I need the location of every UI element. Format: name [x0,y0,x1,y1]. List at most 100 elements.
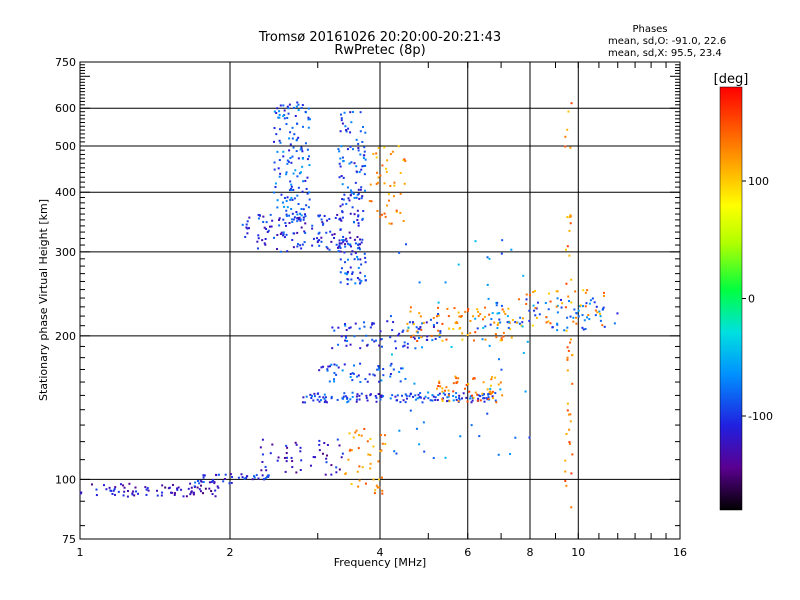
data-point [415,330,418,333]
data-point [595,305,598,308]
data-point [396,399,399,402]
data-point [352,372,355,375]
data-point [335,243,338,246]
data-point [156,494,159,497]
data-point [340,219,343,222]
data-point [346,272,349,275]
data-point [395,209,398,212]
data-point [273,161,276,164]
data-point [437,393,440,396]
data-point [326,368,329,371]
data-point [603,325,606,328]
data-point [377,365,380,368]
data-point [525,293,528,296]
data-point [456,380,459,383]
data-point [134,486,137,489]
data-point [377,460,380,463]
data-point [518,298,521,301]
data-point [402,159,405,162]
data-point [309,118,312,121]
data-point [338,244,341,247]
data-point [349,266,352,269]
data-point [491,391,494,394]
data-point [359,243,362,246]
data-point [346,397,349,400]
data-point [247,227,250,230]
colorbar-tick-label: -100 [748,410,773,423]
data-point [307,118,310,121]
data-point [320,236,323,239]
data-point [379,330,382,333]
data-point [358,479,361,482]
data-point [571,382,574,385]
data-point [479,313,482,316]
data-point [412,334,415,337]
data-point [359,362,362,365]
data-point [528,309,531,312]
data-point [567,349,570,352]
data-point [202,476,205,479]
data-point [133,494,136,497]
data-point [294,114,297,117]
data-point [299,218,302,221]
data-point [276,107,279,110]
data-point [391,150,394,153]
data-point [399,380,402,383]
data-point [391,329,394,332]
data-point [406,330,409,333]
data-point [313,395,316,398]
data-point [333,380,336,383]
data-point [363,173,366,176]
data-point [380,213,383,216]
data-point [438,392,441,395]
data-point [190,491,193,494]
data-point [371,322,374,325]
data-point [439,330,442,333]
data-point [441,387,444,390]
phases-title: Phases [632,24,667,35]
data-point [403,341,406,344]
data-point [339,228,342,231]
data-point [358,248,361,251]
data-point [476,327,479,330]
data-point [276,248,279,251]
data-point [318,400,321,403]
data-point [176,488,179,491]
data-point [555,305,558,308]
data-point [357,222,360,225]
data-point [383,146,386,149]
data-point [274,186,277,189]
data-point [472,315,475,318]
data-point [297,136,300,139]
data-point [346,283,349,286]
data-point [355,170,358,173]
data-point [556,290,559,293]
data-point [581,305,584,308]
data-point [500,252,503,255]
data-point [361,195,364,198]
data-point [351,111,354,114]
data-point [321,221,324,224]
data-point [545,316,548,319]
x-tick-label: 1 [77,546,84,559]
data-point [325,461,328,464]
data-point [212,479,215,482]
data-point [456,322,459,325]
data-point [575,312,578,315]
data-point [484,338,487,341]
data-point [510,336,513,339]
data-point [419,396,422,399]
data-point [379,338,382,341]
data-point [481,392,484,395]
data-point [337,245,340,248]
data-point [340,242,343,245]
data-point [471,399,474,402]
data-point [502,310,505,313]
data-point [340,119,343,122]
data-point [447,395,450,398]
data-point [194,481,197,484]
data-point [323,401,326,404]
data-point [285,224,288,227]
data-point [345,344,348,347]
data-point [431,394,434,397]
